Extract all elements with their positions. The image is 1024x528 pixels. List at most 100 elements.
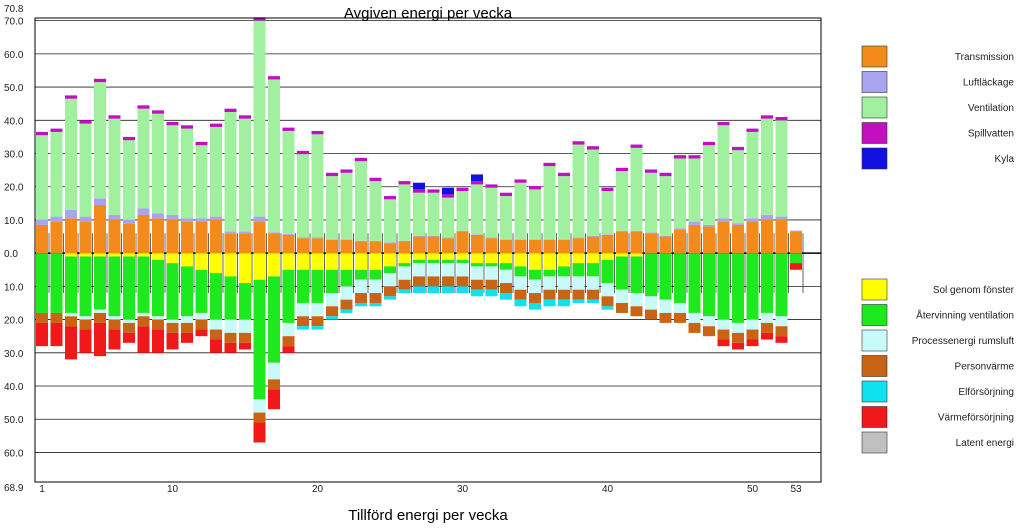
- bar-tillford-segment: [94, 256, 106, 310]
- bar-tillford-segment: [326, 253, 338, 270]
- bar-avgiven-segment: [601, 234, 614, 254]
- y-axis-ticks: 70.0 60.0 50.0 40.0 30.0 20.0 10.0 0.0 10.0 20.0 3…: [4, 17, 24, 460]
- bar-tillford-segment: [369, 253, 382, 270]
- bar-tillford-segment: [369, 279, 382, 294]
- bar-tillford-segment: [152, 253, 164, 260]
- bar-tillford-segment: [253, 399, 266, 413]
- bar-tillford-segment: [514, 253, 527, 267]
- bar-tillford-segment: [79, 316, 92, 320]
- legend-swatch: [861, 45, 888, 68]
- bar-avgiven-segment: [427, 189, 440, 193]
- bar-tillford-segment: [601, 253, 614, 260]
- bar-tillford-segment: [572, 289, 585, 300]
- bar-tillford-segment: [65, 326, 77, 360]
- bar-avgiven-segment: [558, 239, 570, 240]
- bar-avgiven-segment: [268, 233, 280, 254]
- bar-tillford-segment: [761, 312, 773, 323]
- bar-tillford-segment: [413, 286, 425, 294]
- bar-avgiven-segment: [558, 176, 570, 240]
- bar-tillford-segment: [732, 342, 744, 350]
- y-tick-label: 30.0: [4, 150, 24, 161]
- bar-tillford-segment: [514, 276, 527, 290]
- bar-tillford-segment: [166, 319, 179, 323]
- bar-avgiven-segment: [384, 196, 396, 200]
- bar-tillford-segment: [268, 389, 280, 410]
- bar-tillford-segment: [413, 253, 425, 260]
- bar-tillford-segment: [398, 266, 411, 280]
- bar-tillford-segment: [442, 253, 454, 260]
- bar-avgiven-segment: [137, 208, 150, 215]
- bar-avgiven-segment: [79, 123, 92, 217]
- y-tick-label: 40.0: [4, 382, 24, 393]
- bar-avgiven-segment: [790, 230, 802, 232]
- bar-avgiven-segment: [181, 128, 193, 219]
- bar-tillford-segment: [340, 253, 353, 270]
- bar-tillford-segment: [65, 253, 77, 257]
- bar-avgiven-segment: [543, 166, 556, 240]
- bar-avgiven-segment: [761, 214, 773, 220]
- bar-avgiven-segment: [616, 167, 628, 172]
- bar-avgiven-segment: [500, 239, 512, 254]
- bar-tillford-segment: [108, 316, 121, 320]
- bar-tillford-segment: [616, 289, 628, 303]
- bar-tillford-segment: [500, 263, 512, 270]
- bar-tillford-segment: [427, 253, 440, 260]
- bar-tillford-segment: [94, 253, 106, 257]
- bar-avgiven-segment: [369, 181, 382, 241]
- bar-tillford-segment: [529, 269, 541, 280]
- bar-tillford-segment: [181, 316, 193, 323]
- bar-avgiven-segment: [746, 221, 759, 254]
- bar-avgiven-segment: [471, 181, 483, 185]
- bar-avgiven-segment: [268, 232, 280, 234]
- bar-tillford-segment: [413, 276, 425, 287]
- bar-avgiven-segment: [369, 240, 382, 242]
- bar-tillford-segment: [674, 302, 686, 313]
- bar-avgiven-segment: [572, 141, 585, 145]
- legend-label: Luftläckage: [963, 78, 1015, 89]
- legend-swatch: [861, 122, 888, 144]
- bar-tillford-segment: [471, 263, 483, 267]
- bar-avgiven-segment: [500, 239, 512, 240]
- bar-tillford-segment: [398, 279, 411, 290]
- bar-tillford-segment: [268, 362, 280, 380]
- bar-tillford-segment: [166, 332, 179, 350]
- x-tick-label: 30: [457, 484, 469, 495]
- bar-tillford-segment: [529, 253, 541, 270]
- bar-avgiven-segment: [529, 239, 541, 240]
- bar-avgiven-segment: [326, 239, 338, 240]
- bar-tillford-segment: [253, 412, 266, 423]
- bar-avgiven-segment: [674, 155, 686, 159]
- bar-tillford-segment: [514, 289, 527, 300]
- bar-tillford-segment: [732, 332, 744, 343]
- chart-title: Avgiven energi per vecka: [344, 5, 513, 22]
- bar-avgiven-segment: [572, 237, 585, 239]
- bar-tillford-segment: [311, 316, 324, 327]
- bar-tillford-segment: [703, 253, 715, 317]
- bar-tillford-segment: [137, 253, 150, 257]
- bar-avgiven-segment: [239, 118, 251, 232]
- bar-avgiven-segment: [659, 236, 672, 254]
- bar-avgiven-segment: [442, 194, 454, 198]
- bar-tillford-segment: [123, 322, 135, 333]
- bar-avgiven-segment: [50, 131, 63, 217]
- bar-tillford-segment: [500, 253, 512, 264]
- bar-tillford-segment: [775, 336, 788, 343]
- bar-avgiven-segment: [340, 239, 353, 254]
- bar-avgiven-segment: [790, 231, 802, 254]
- bar-avgiven-segment: [166, 219, 179, 254]
- ymax-label: 70.8: [4, 4, 24, 15]
- bar-tillford-segment: [50, 312, 63, 323]
- bar-avgiven-segment: [166, 214, 179, 220]
- legend-label: Värmeförsörjning: [938, 413, 1014, 424]
- bar-tillford-segment: [282, 346, 295, 353]
- bar-tillford-segment: [775, 326, 788, 337]
- legend-label: Kyla: [995, 154, 1015, 165]
- bar-tillford-segment: [268, 276, 280, 363]
- bar-avgiven-segment: [471, 234, 483, 254]
- bar-tillford-segment: [326, 269, 338, 294]
- bar-avgiven-segment: [688, 155, 701, 159]
- bar-avgiven-segment: [442, 238, 454, 254]
- bar-tillford-segment: [587, 276, 599, 290]
- bar-avgiven-segment: [587, 149, 599, 236]
- bar-avgiven-segment: [485, 184, 498, 188]
